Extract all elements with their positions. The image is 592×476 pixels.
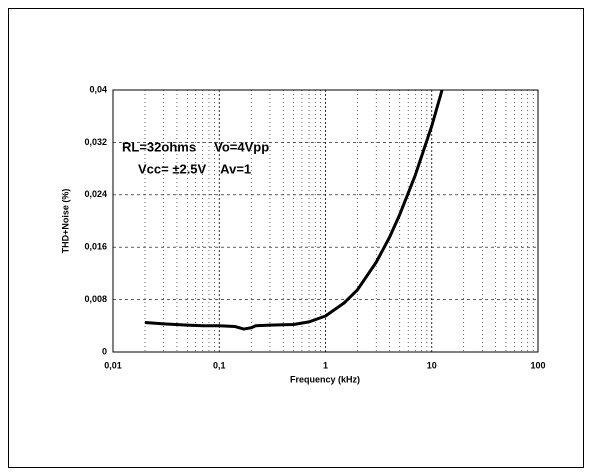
y-tick-label: 0,032 — [84, 137, 107, 147]
y-axis-label: THD+Noise (%) — [60, 189, 70, 254]
y-tick-label: 0,024 — [84, 189, 107, 199]
frame — [8, 8, 584, 468]
x-tick-label: 100 — [530, 360, 545, 370]
x-tick-label: 10 — [427, 360, 437, 370]
y-tick-label: 0,016 — [84, 242, 107, 252]
x-axis-label: Frequency (kHz) — [290, 374, 360, 384]
y-tick-label: 0 — [102, 346, 107, 356]
x-tick-label: 0,1 — [213, 360, 226, 370]
plot-frame — [112, 89, 539, 353]
annotation: Vcc= ±2.5V Av=1 — [138, 161, 251, 176]
x-tick-label: 1 — [323, 360, 328, 370]
data-line — [144, 89, 444, 331]
x-tick-label: 0,01 — [104, 360, 122, 370]
y-tick-label: 0,04 — [89, 84, 107, 94]
y-tick-label: 0,008 — [84, 294, 107, 304]
